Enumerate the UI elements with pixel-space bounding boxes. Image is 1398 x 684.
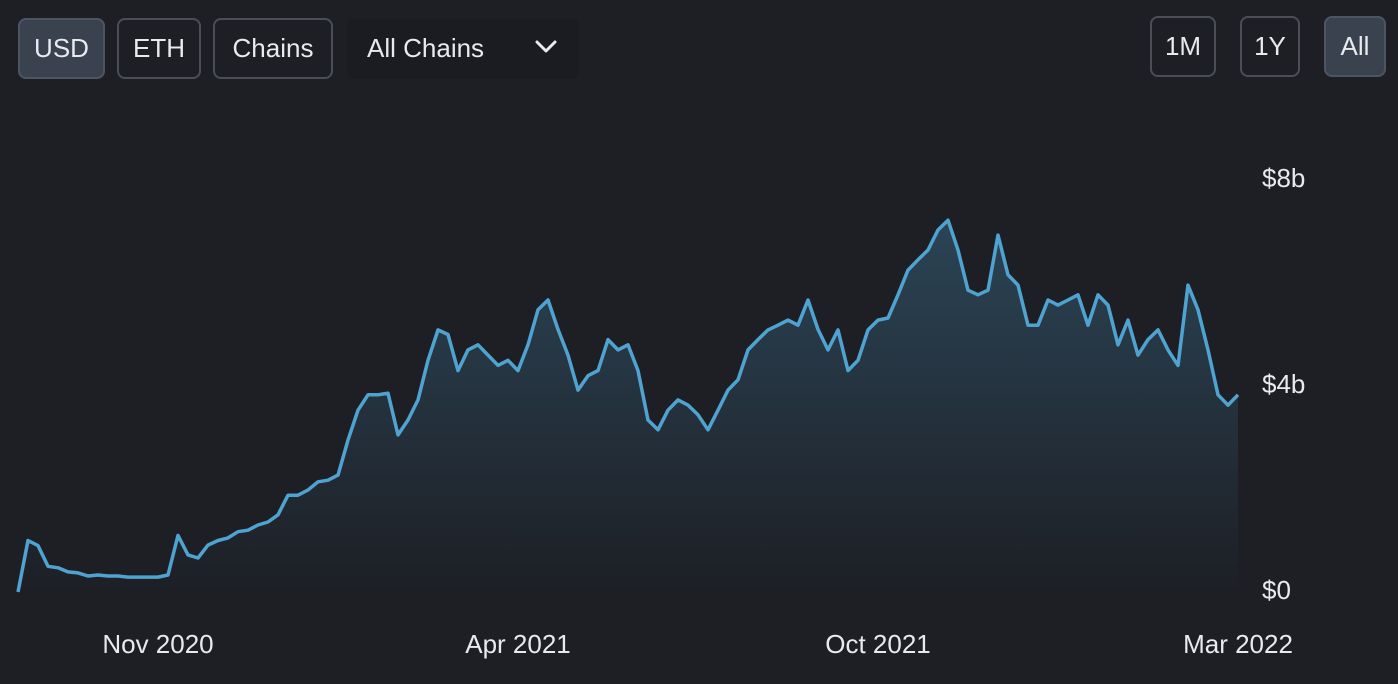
range-button[interactable]: 1M bbox=[1150, 16, 1216, 77]
y-tick-label: $8b bbox=[1262, 163, 1305, 193]
x-tick-label: Oct 2021 bbox=[825, 629, 931, 659]
chain-select-label: All Chains bbox=[367, 33, 485, 63]
range-button[interactable]: 1Y bbox=[1240, 16, 1300, 77]
x-tick-label: Mar 2022 bbox=[1183, 629, 1293, 659]
x-tick-label: Nov 2020 bbox=[102, 629, 213, 659]
area bbox=[18, 220, 1238, 592]
y-tick-label: $0 bbox=[1262, 575, 1291, 605]
line bbox=[16, 218, 1240, 593]
chains-button[interactable]: Chains bbox=[213, 18, 333, 79]
y-tick-label: $4b bbox=[1262, 369, 1305, 399]
x-tick-label: Apr 2021 bbox=[465, 629, 571, 659]
range-button[interactable]: All bbox=[1324, 16, 1386, 77]
currency-button[interactable]: ETH bbox=[117, 18, 201, 79]
currency-button[interactable]: USD bbox=[18, 18, 105, 79]
chain-select[interactable]: All Chains bbox=[347, 18, 579, 79]
chevron-icon bbox=[535, 40, 557, 53]
